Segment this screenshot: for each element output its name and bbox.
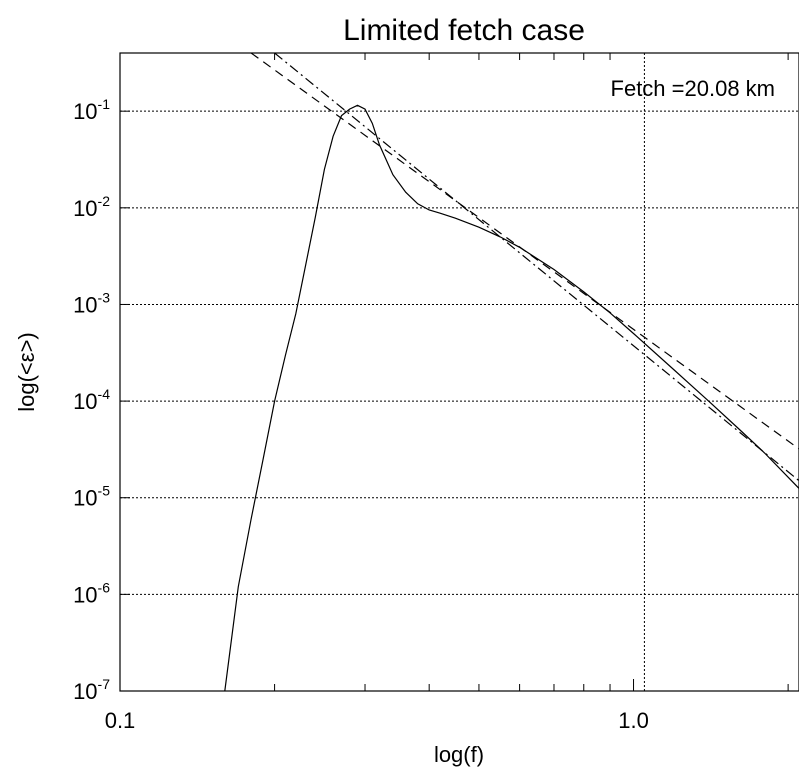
x-axis-label: log(f) — [434, 742, 484, 767]
grid — [120, 53, 799, 691]
y-tick-label: 10-1 — [73, 96, 110, 124]
y-tick-label: 10-3 — [73, 289, 110, 317]
x-tick-labels: 0.1 1.0 — [105, 708, 649, 733]
series-dashdot-line — [274, 53, 799, 482]
y-tick-label: 10-7 — [73, 676, 110, 704]
y-tick-label: 10-6 — [73, 579, 110, 607]
series-dashed-line — [250, 53, 799, 450]
y-tick-label: 10-5 — [73, 483, 110, 511]
y-axis-label: log(<ε>) — [14, 332, 39, 412]
fetch-annotation: Fetch =20.08 km — [611, 76, 775, 101]
series-layer — [224, 53, 799, 691]
y-tick-label: 10-4 — [73, 386, 110, 414]
series-solid-line — [224, 104, 799, 691]
ticks — [119, 53, 789, 692]
chart-title: Limited fetch case — [343, 14, 585, 47]
plot-frame — [119, 52, 799, 692]
x-tick-label: 1.0 — [618, 708, 649, 733]
x-tick-label: 0.1 — [105, 708, 136, 733]
y-tick-labels: 10-7 10-6 10-5 10-4 10-3 10-2 10-1 — [73, 96, 110, 704]
y-tick-label: 10-2 — [73, 193, 110, 221]
